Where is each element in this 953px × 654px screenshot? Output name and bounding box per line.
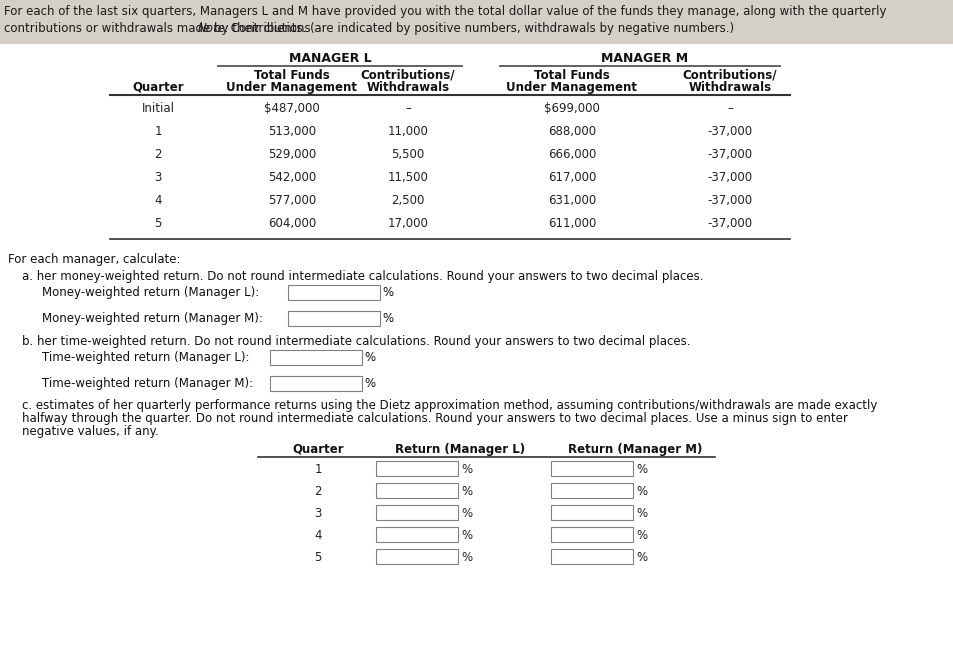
Text: %: %	[636, 529, 646, 542]
Text: Time-weighted return (Manager L):: Time-weighted return (Manager L):	[42, 351, 250, 364]
Text: a. her money-weighted return. Do not round intermediate calculations. Round your: a. her money-weighted return. Do not rou…	[22, 270, 702, 283]
Bar	[375, 505, 457, 520]
Bar	[375, 549, 457, 564]
Text: %: %	[460, 551, 472, 564]
Text: 3: 3	[154, 171, 161, 184]
Text: For each manager, calculate:: For each manager, calculate:	[8, 253, 180, 266]
Text: -37,000: -37,000	[707, 217, 752, 230]
Text: Money-weighted return (Manager L):: Money-weighted return (Manager L):	[42, 286, 259, 299]
Text: Under Management: Under Management	[226, 81, 357, 94]
Text: %: %	[636, 485, 646, 498]
Text: 5: 5	[154, 217, 161, 230]
Text: Quarter: Quarter	[292, 443, 343, 456]
Text: 513,000: 513,000	[268, 125, 315, 138]
Text: negative values, if any.: negative values, if any.	[22, 425, 158, 438]
Text: c. estimates of her quarterly performance returns using the Dietz approximation : c. estimates of her quarterly performanc…	[22, 399, 877, 412]
Bar	[375, 483, 457, 498]
Text: %: %	[636, 463, 646, 476]
Text: 542,000: 542,000	[268, 171, 315, 184]
Text: Money-weighted return (Manager M):: Money-weighted return (Manager M):	[42, 312, 263, 325]
Text: 611,000: 611,000	[547, 217, 596, 230]
Text: -37,000: -37,000	[707, 148, 752, 161]
Text: For each of the last six quarters, Managers L and M have provided you with the t: For each of the last six quarters, Manag…	[4, 5, 885, 18]
Text: Return (Manager M): Return (Manager M)	[567, 443, 701, 456]
Bar	[375, 461, 457, 476]
Bar	[270, 350, 361, 365]
Text: %: %	[460, 507, 472, 520]
Text: $487,000: $487,000	[264, 102, 319, 115]
Text: Note:: Note:	[198, 22, 230, 35]
Text: %: %	[636, 507, 646, 520]
Text: %: %	[381, 286, 393, 299]
Text: -37,000: -37,000	[707, 125, 752, 138]
Text: -37,000: -37,000	[707, 194, 752, 207]
Text: b. her time-weighted return. Do not round intermediate calculations. Round your : b. her time-weighted return. Do not roun…	[22, 335, 690, 348]
Text: 688,000: 688,000	[547, 125, 596, 138]
Text: 2: 2	[314, 485, 321, 498]
Bar	[551, 461, 633, 476]
Text: Withdrawals: Withdrawals	[688, 81, 771, 94]
Text: $699,000: $699,000	[543, 102, 599, 115]
Text: Initial: Initial	[141, 102, 174, 115]
Text: MANAGER M: MANAGER M	[600, 52, 688, 65]
Text: 1: 1	[154, 125, 162, 138]
Text: Under Management: Under Management	[506, 81, 637, 94]
Bar	[375, 527, 457, 542]
Text: 11,500: 11,500	[387, 171, 428, 184]
Bar	[270, 376, 361, 391]
Text: 529,000: 529,000	[268, 148, 315, 161]
Text: 5: 5	[314, 551, 321, 564]
Text: contributions or withdrawals made by their clients. (: contributions or withdrawals made by the…	[4, 22, 314, 35]
Bar	[288, 285, 379, 300]
Text: %: %	[364, 351, 375, 364]
Bar	[288, 311, 379, 326]
Text: 631,000: 631,000	[547, 194, 596, 207]
Text: 3: 3	[314, 507, 321, 520]
Text: %: %	[460, 529, 472, 542]
Text: –: –	[405, 102, 411, 115]
Bar	[551, 527, 633, 542]
Text: Withdrawals: Withdrawals	[366, 81, 449, 94]
Text: 1: 1	[314, 463, 321, 476]
Bar	[0, 0, 953, 44]
Text: 2,500: 2,500	[391, 194, 424, 207]
Text: Total Funds: Total Funds	[534, 69, 609, 82]
Text: 577,000: 577,000	[268, 194, 315, 207]
Text: –: –	[726, 102, 732, 115]
Text: Return (Manager L): Return (Manager L)	[395, 443, 524, 456]
Text: Total Funds: Total Funds	[253, 69, 330, 82]
Text: 11,000: 11,000	[387, 125, 428, 138]
Text: 4: 4	[314, 529, 321, 542]
Text: MANAGER L: MANAGER L	[289, 52, 371, 65]
Bar	[551, 549, 633, 564]
Text: -37,000: -37,000	[707, 171, 752, 184]
Text: 4: 4	[154, 194, 162, 207]
Text: %: %	[460, 463, 472, 476]
Text: halfway through the quarter. Do not round intermediate calculations. Round your : halfway through the quarter. Do not roun…	[22, 412, 847, 425]
Text: %: %	[364, 377, 375, 390]
Bar	[551, 483, 633, 498]
Text: 617,000: 617,000	[547, 171, 596, 184]
Text: 5,500: 5,500	[391, 148, 424, 161]
Text: Contributions/: Contributions/	[682, 69, 777, 82]
Text: %: %	[636, 551, 646, 564]
Text: 2: 2	[154, 148, 162, 161]
Text: 666,000: 666,000	[547, 148, 596, 161]
Text: Contributions are indicated by positive numbers, withdrawals by negative numbers: Contributions are indicated by positive …	[227, 22, 734, 35]
Text: Quarter: Quarter	[132, 81, 184, 94]
Text: Time-weighted return (Manager M):: Time-weighted return (Manager M):	[42, 377, 253, 390]
Text: 17,000: 17,000	[387, 217, 428, 230]
Bar	[551, 505, 633, 520]
Text: 604,000: 604,000	[268, 217, 315, 230]
Text: Contributions/: Contributions/	[360, 69, 455, 82]
Text: %: %	[381, 312, 393, 325]
Text: %: %	[460, 485, 472, 498]
